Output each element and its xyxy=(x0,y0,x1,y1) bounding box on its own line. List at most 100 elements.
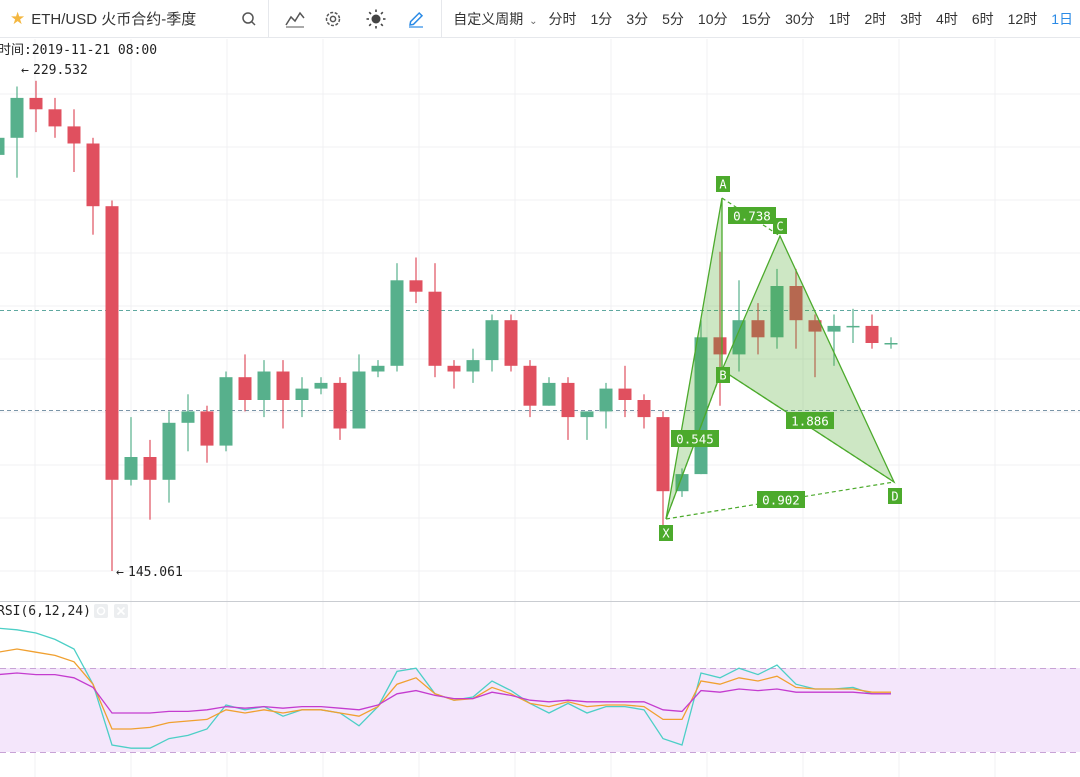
symbol-selector[interactable]: ★ ETH/USD 火币合约-季度 xyxy=(0,8,230,29)
period-tab[interactable]: 3时 xyxy=(900,10,923,27)
symbol-name: ETH/USD 火币合约-季度 xyxy=(31,11,197,28)
pattern-point-b: B xyxy=(716,367,730,383)
candle-body xyxy=(732,320,746,355)
star-icon[interactable]: ★ xyxy=(10,9,26,28)
period-tab[interactable]: 1分 xyxy=(590,10,613,27)
candle xyxy=(295,377,309,418)
rsi-band xyxy=(0,668,1080,752)
candle-body xyxy=(542,382,556,406)
candle-body xyxy=(751,320,765,338)
candle-body xyxy=(10,97,24,138)
pattern-ratio-text: 0.738 xyxy=(733,209,771,224)
pattern-ratio: 1.886 xyxy=(786,412,834,429)
period-tab[interactable]: 6时 xyxy=(971,10,994,27)
period-tab[interactable]: 15分 xyxy=(741,10,772,27)
candle xyxy=(789,268,803,349)
period-tab[interactable]: 分时 xyxy=(548,10,577,27)
candle-body xyxy=(0,137,5,155)
rsi-settings-icon[interactable] xyxy=(94,604,108,618)
period-tab[interactable]: 10分 xyxy=(697,10,728,27)
period-tab[interactable]: 1日 xyxy=(1051,10,1073,27)
ratio-line-bd xyxy=(721,369,895,483)
candle xyxy=(200,405,214,463)
candle xyxy=(884,337,898,349)
candle-body xyxy=(48,109,62,127)
candle-body xyxy=(219,377,233,446)
pattern-point-text: C xyxy=(776,220,783,234)
candle xyxy=(314,377,328,395)
candle-body xyxy=(124,457,138,480)
candle xyxy=(48,97,62,138)
candle-body xyxy=(409,280,423,292)
chart-canvas[interactable]: A B C D X 0.738 0.545 1.886 0.902 时间:2019-11-21 … xyxy=(0,39,1080,777)
period-tab[interactable]: 1时 xyxy=(828,10,851,27)
candle-body xyxy=(713,337,727,355)
candle-body xyxy=(276,371,290,400)
candle-body xyxy=(162,422,176,480)
candle-body xyxy=(808,320,822,332)
candle-body xyxy=(523,365,537,406)
candle-body xyxy=(656,417,670,492)
candle xyxy=(580,411,594,440)
period-tab[interactable]: 5分 xyxy=(662,10,684,27)
pattern-point-x: X xyxy=(659,525,673,541)
candle xyxy=(675,468,689,497)
candle-body xyxy=(314,382,328,389)
candle-body xyxy=(181,411,195,423)
top-toolbar: ★ ETH/USD 火币合约-季度 自定义周期 ⌄ 分时 1分 3分 5分 10分 15分… xyxy=(0,0,1080,38)
candle xyxy=(751,303,765,355)
candle xyxy=(333,377,347,440)
custom-period-label: 自定义周期 xyxy=(453,10,524,27)
rsi-line-rsi24 xyxy=(0,672,891,714)
candle xyxy=(371,360,385,378)
pattern-ratio-text: 0.545 xyxy=(676,432,714,447)
pattern-point-text: D xyxy=(891,490,898,504)
pencil-icon[interactable] xyxy=(398,0,436,37)
period-tab[interactable]: 12时 xyxy=(1007,10,1038,27)
candle xyxy=(409,257,423,304)
candle xyxy=(599,382,613,429)
candle-body xyxy=(238,377,252,400)
rsi-close-icon[interactable] xyxy=(114,604,128,618)
candle xyxy=(523,360,537,418)
candle xyxy=(219,371,233,452)
period-tab[interactable]: 30分 xyxy=(785,10,815,27)
period-tab[interactable]: 3分 xyxy=(626,10,649,27)
candle-body xyxy=(105,206,119,480)
candle-body xyxy=(770,286,784,338)
kline-chart[interactable]: A B C D X 0.738 0.545 1.886 0.902 时间:2019-11-21 … xyxy=(0,39,1080,777)
candle-body xyxy=(865,325,879,343)
candle xyxy=(143,439,157,520)
custom-period-dropdown[interactable]: 自定义周期 ⌄ xyxy=(442,9,541,29)
high-price-label: 229.532 xyxy=(33,63,88,78)
gear-icon[interactable] xyxy=(314,0,352,37)
high-arrow: ← xyxy=(21,63,29,78)
candle-body xyxy=(675,474,689,492)
search-icon[interactable] xyxy=(230,0,268,37)
pattern-ratio-text: 1.886 xyxy=(791,414,829,429)
period-tab[interactable]: 4时 xyxy=(936,10,958,27)
period-tab[interactable]: 2时 xyxy=(864,10,887,27)
candle xyxy=(162,411,176,503)
candle-body xyxy=(618,388,632,400)
candle-body xyxy=(333,382,347,429)
period-tabs: 分时 1分 3分 5分 10分 15分 30分 1时 2时 3时 4时 6时 12时 1日 xyxy=(542,9,1080,29)
candle xyxy=(276,360,290,429)
pattern-point-c: C xyxy=(773,218,787,234)
indicator-icon[interactable] xyxy=(277,0,315,37)
candle-body xyxy=(295,388,309,400)
candle xyxy=(637,394,651,429)
candle-body xyxy=(580,411,594,418)
candle-body xyxy=(200,411,214,446)
candle-body xyxy=(466,360,480,372)
candle xyxy=(561,377,575,440)
candle xyxy=(67,109,81,172)
price-annotations: 时间:2019-11-21 08:00 ← 229.532 ← 145.061 xyxy=(0,43,183,580)
candle-body xyxy=(637,400,651,418)
candle xyxy=(618,365,632,418)
pattern-point-text: B xyxy=(719,369,726,383)
candle xyxy=(257,360,271,418)
harmonic-pattern[interactable]: A B C D X 0.738 0.545 1.886 0.902 xyxy=(659,176,902,541)
sun-icon[interactable] xyxy=(357,0,395,37)
rsi-title: RSI(6,12,24) xyxy=(0,604,91,619)
